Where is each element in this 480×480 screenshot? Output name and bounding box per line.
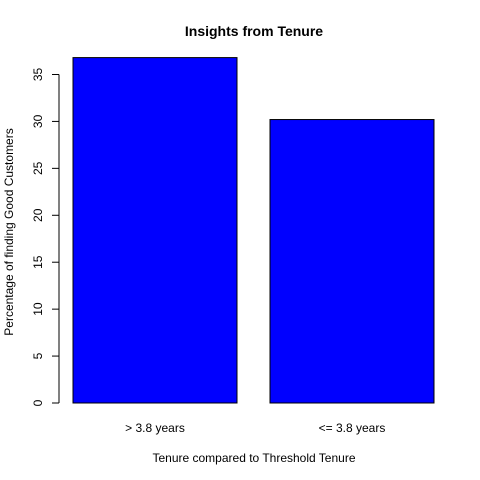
category-label: > 3.8 years: [125, 421, 185, 435]
bar-0: [72, 57, 238, 404]
y-axis-label: Percentage of finding Good Customers: [2, 128, 16, 335]
y-tick-label: 20: [31, 208, 45, 222]
y-tick-label: 25: [31, 161, 45, 175]
category-label: <= 3.8 years: [319, 421, 386, 435]
y-tick-label: 30: [31, 114, 45, 128]
y-axis: 0 5 10 15 20 25 30 35: [31, 67, 60, 406]
y-tick-label: 5: [31, 352, 45, 359]
y-tick-label: 15: [31, 255, 45, 269]
category-labels: > 3.8 years <= 3.8 years: [125, 421, 385, 435]
y-tick-label: 10: [31, 302, 45, 316]
bar-1: [269, 119, 435, 404]
y-tick-label: 35: [31, 67, 45, 81]
x-axis-label: Tenure compared to Threshold Tenure: [152, 451, 355, 465]
bars-group: [72, 57, 435, 404]
y-tick-label: 0: [31, 399, 45, 406]
chart-title: Insights from Tenure: [185, 23, 323, 39]
